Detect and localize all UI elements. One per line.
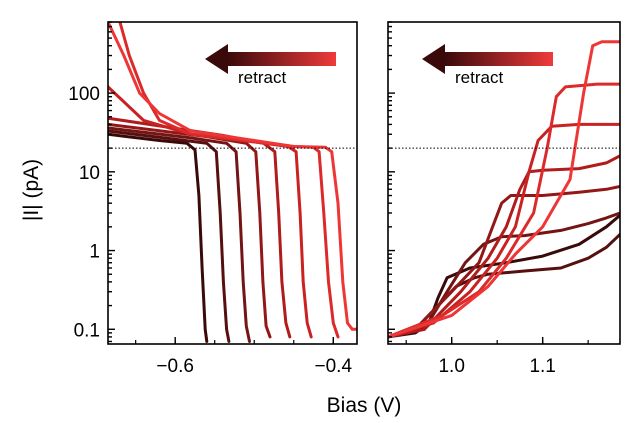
- y-axis-label: |I| (pA): [20, 159, 43, 221]
- y-tick-label-0: 0.1: [74, 320, 100, 341]
- series-left-curve-3: [108, 126, 251, 343]
- right-panel: 1.0 1.1 retract: [387, 21, 621, 377]
- y-tick-label-2: 10: [79, 163, 100, 184]
- series-right-curve-7: [388, 82, 620, 339]
- y-tick-label-1: 1: [89, 242, 100, 263]
- x-tick-label-left-1: −0.4: [315, 356, 353, 377]
- series-left-curve-2: [108, 129, 231, 343]
- series-left-curve-6: [108, 85, 313, 339]
- x-axis-label: Bias (V): [327, 394, 402, 417]
- series-left-curve-1: [108, 132, 209, 343]
- retract-arrow-left: [205, 44, 336, 74]
- retract-label-right: retract: [455, 68, 503, 87]
- series-right-curve-4: [388, 185, 620, 339]
- left-panel: −0.6 −0.4 retract: [107, 21, 358, 377]
- series-left-curve-8: [108, 22, 357, 331]
- x-tick-label-right-1: 1.1: [529, 356, 555, 377]
- series-right-curve-5: [388, 154, 620, 339]
- left-panel-frame: [107, 21, 358, 345]
- retract-label-left: retract: [238, 68, 286, 87]
- x-tick-label-left-0: −0.6: [156, 356, 194, 377]
- y-tick-label-3: 100: [68, 84, 100, 105]
- series-right-curve-6: [388, 122, 620, 339]
- right-panel-frame: [387, 21, 621, 345]
- retract-arrow-right: [422, 44, 553, 74]
- series-right-curve-8: [388, 40, 620, 339]
- x-tick-label-right-0: 1.0: [438, 356, 464, 377]
